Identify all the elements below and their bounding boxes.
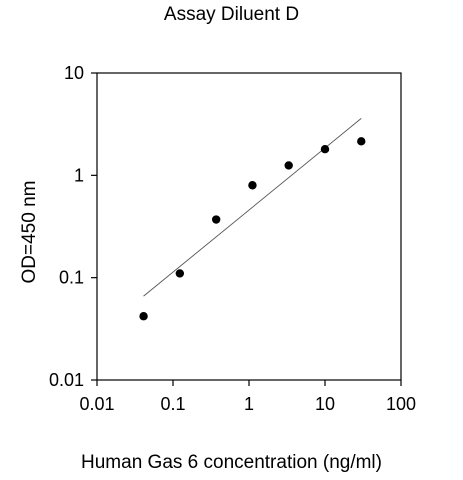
x-axis-label: Human Gas 6 concentration (ng/ml)	[81, 452, 382, 473]
x-tick-label: 1	[244, 394, 254, 414]
y-tick-label: 0.01	[49, 370, 84, 390]
data-point	[357, 137, 366, 146]
y-tick-label: 10	[64, 63, 84, 83]
trend-line	[143, 118, 362, 297]
data-point	[211, 215, 221, 224]
data-point	[284, 161, 293, 170]
y-tick-label: 1	[74, 165, 84, 185]
data-point	[139, 312, 148, 321]
data-point	[175, 269, 185, 278]
data-point	[320, 145, 330, 154]
x-tick-label: 0.1	[160, 394, 185, 414]
x-tick-label: 0.01	[79, 394, 114, 414]
y-axis-label: OD=450 nm	[19, 180, 40, 284]
x-tick-label: 100	[386, 394, 416, 414]
data-point	[248, 181, 257, 190]
x-tick-label: 10	[315, 394, 335, 414]
chart-title: Assay Diluent D	[163, 4, 300, 25]
plot-frame	[96, 72, 402, 381]
y-tick-label: 0.1	[59, 268, 84, 288]
